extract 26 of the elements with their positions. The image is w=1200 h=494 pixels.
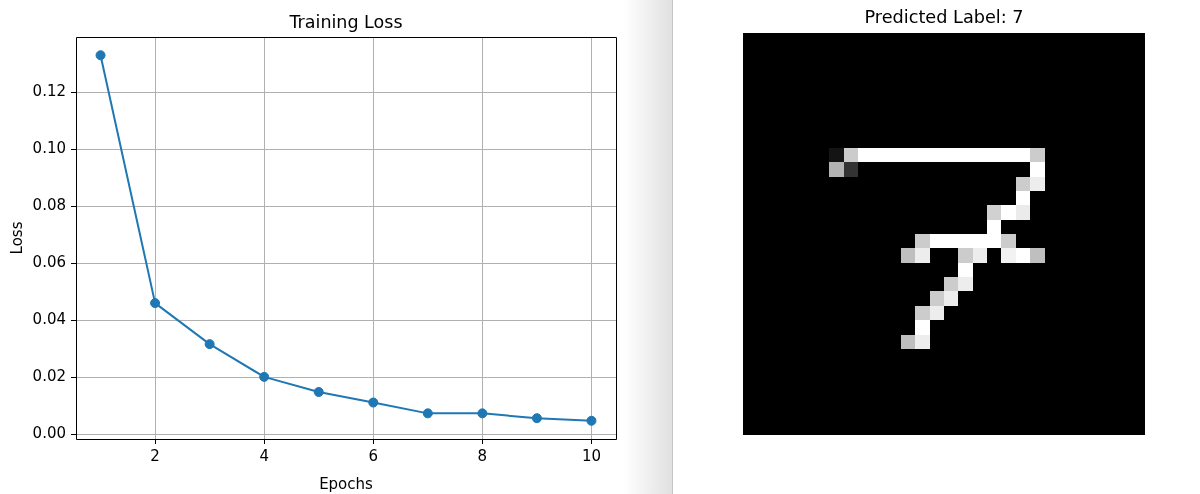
- x-tick-label: 10: [581, 446, 601, 465]
- point: [204, 339, 215, 350]
- text: Predicted Label: 7: [864, 7, 1024, 27]
- point: [95, 50, 106, 61]
- x-tick-label: 2: [150, 446, 160, 465]
- y-tick-label: 0.02: [32, 367, 66, 386]
- point: [531, 413, 542, 424]
- x-tick-label: 8: [477, 446, 488, 465]
- y-tick-label: 0.04: [32, 310, 66, 329]
- y-tick-label: 0.10: [32, 139, 66, 158]
- point: [313, 386, 324, 397]
- chart-title: Training Loss: [288, 12, 403, 32]
- point: [422, 408, 433, 419]
- y-axis-title: Loss: [7, 221, 26, 255]
- point: [368, 397, 379, 408]
- y-tick-label: 0.08: [32, 196, 66, 215]
- x-axis-title: Epochs: [319, 474, 374, 493]
- point: [477, 408, 488, 419]
- x-tick-label: 4: [259, 446, 269, 465]
- point: [259, 371, 270, 382]
- y-tick-label: 0.00: [32, 424, 66, 443]
- y-tick-label: 0.12: [32, 82, 66, 101]
- x-tick-label: 6: [368, 446, 379, 465]
- point: [150, 298, 161, 309]
- point: [586, 415, 597, 426]
- y-tick-label: 0.06: [32, 253, 66, 272]
